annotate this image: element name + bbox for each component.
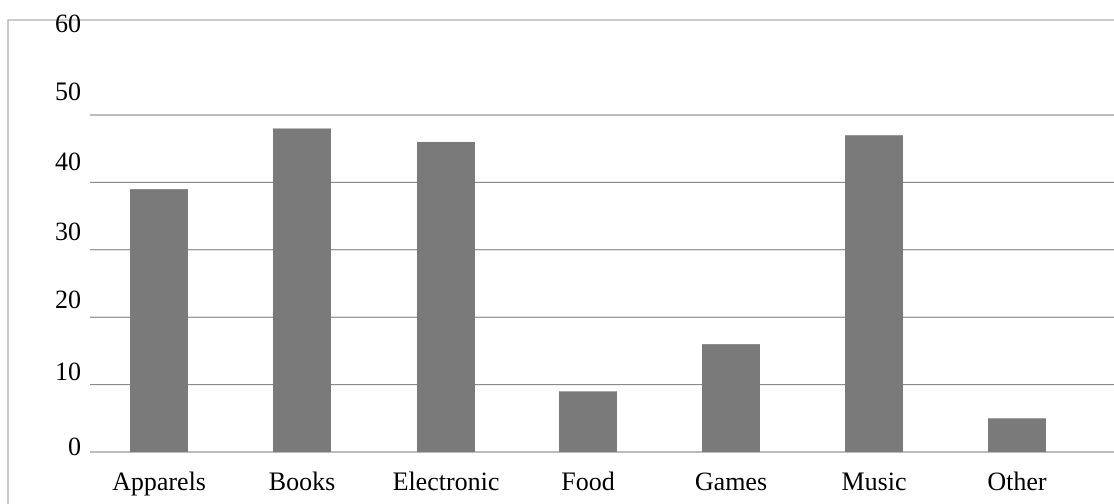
- bar-other: [988, 418, 1046, 452]
- y-tick-label-30: 30: [55, 217, 81, 246]
- y-tick-label-10: 10: [55, 357, 81, 386]
- gridlines: [90, 114, 1114, 453]
- y-tick-label-50: 50: [55, 77, 81, 106]
- x-tick-label-books: Books: [269, 467, 335, 496]
- x-tick-label-other: Other: [987, 467, 1047, 496]
- x-tick-label-electronic: Electronic: [393, 467, 500, 496]
- bar-books: [273, 128, 331, 453]
- y-tick-label-20: 20: [55, 285, 81, 314]
- outer-frame: [7, 19, 1114, 504]
- chart-frame: [7, 19, 1114, 504]
- y-tick-label-60: 60: [55, 9, 81, 38]
- y-axis-tick-labels: 60 50 40 30 20 10 0: [55, 9, 81, 461]
- x-tick-label-apparels: Apparels: [112, 467, 206, 496]
- bar-games: [702, 344, 760, 452]
- bar-music: [845, 135, 903, 452]
- x-tick-label-games: Games: [695, 467, 767, 496]
- x-axis-tick-labels: Apparels Books Electronic Food Games Music Oth…: [112, 467, 1047, 496]
- bar-food: [559, 391, 617, 452]
- bars: [130, 128, 1046, 453]
- y-tick-label-40: 40: [55, 147, 81, 176]
- y-tick-label-0: 0: [68, 432, 81, 461]
- x-tick-label-music: Music: [842, 467, 907, 496]
- bar-electronic: [417, 141, 475, 452]
- bar-apparels: [130, 189, 188, 452]
- x-tick-label-food: Food: [561, 467, 614, 496]
